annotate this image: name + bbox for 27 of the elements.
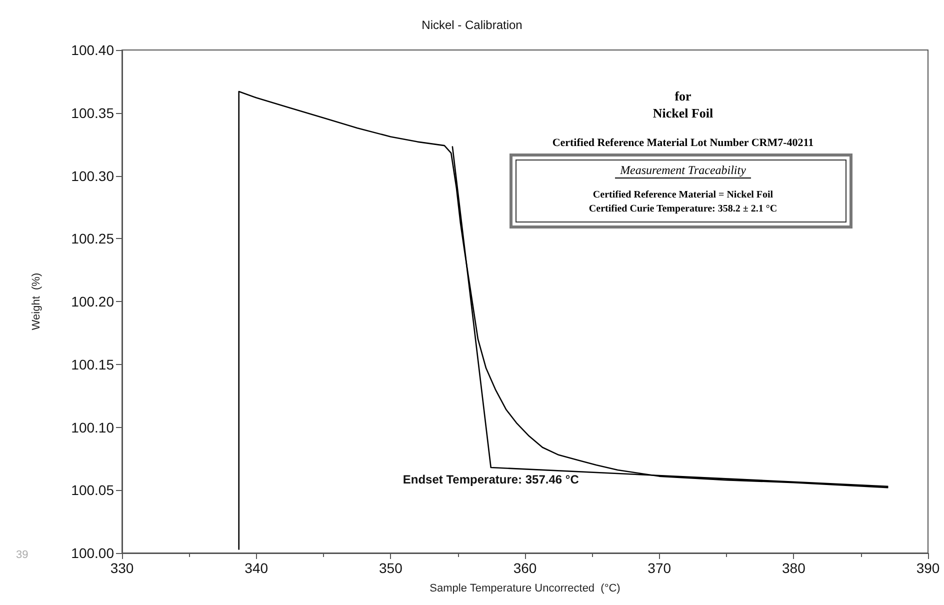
x-tick-label: 390 — [916, 560, 940, 576]
x-tick-label: 370 — [648, 560, 672, 576]
x-axis-title: Sample Temperature Uncorrected (°C) — [430, 582, 620, 594]
x-tick-label: 360 — [513, 560, 537, 576]
x-tick-label: 380 — [782, 560, 806, 576]
x-tick-label: 330 — [110, 560, 134, 576]
text: 39 — [16, 549, 28, 561]
y-axis-title: Weight (%) — [30, 272, 42, 330]
y-tick-label: 100.00 — [71, 545, 114, 561]
annotation: Nickel Foil — [652, 106, 714, 120]
y-tick-label: 100.25 — [71, 230, 114, 247]
y-tick-label: 100.05 — [71, 482, 114, 498]
annotation: Measurement Traceability — [619, 163, 747, 177]
annotation: Certified Reference Material = Nickel Foil — [592, 190, 774, 200]
y-tick-label: 100.10 — [71, 419, 114, 436]
annotation: Certified Curie Temperature: 358.2 ± 2.1 °C — [588, 204, 778, 214]
annotation: Certified Reference Material Lot Number CRM7-40211 — [552, 137, 814, 149]
y-tick-label: 100.20 — [71, 294, 114, 310]
x-tick-label: 350 — [378, 560, 403, 576]
annotation: for — [674, 88, 692, 104]
chart-title: Nickel - Calibration — [422, 18, 522, 32]
y-tick-label: 100.35 — [71, 104, 114, 121]
y-tick-label: 100.40 — [71, 42, 114, 58]
x-tick-label: 340 — [244, 560, 268, 576]
y-tick-label: 100.15 — [71, 356, 114, 372]
annotation: Endset Temperature: 357.46 °C — [402, 472, 580, 486]
y-tick-label: 100.30 — [71, 168, 114, 184]
